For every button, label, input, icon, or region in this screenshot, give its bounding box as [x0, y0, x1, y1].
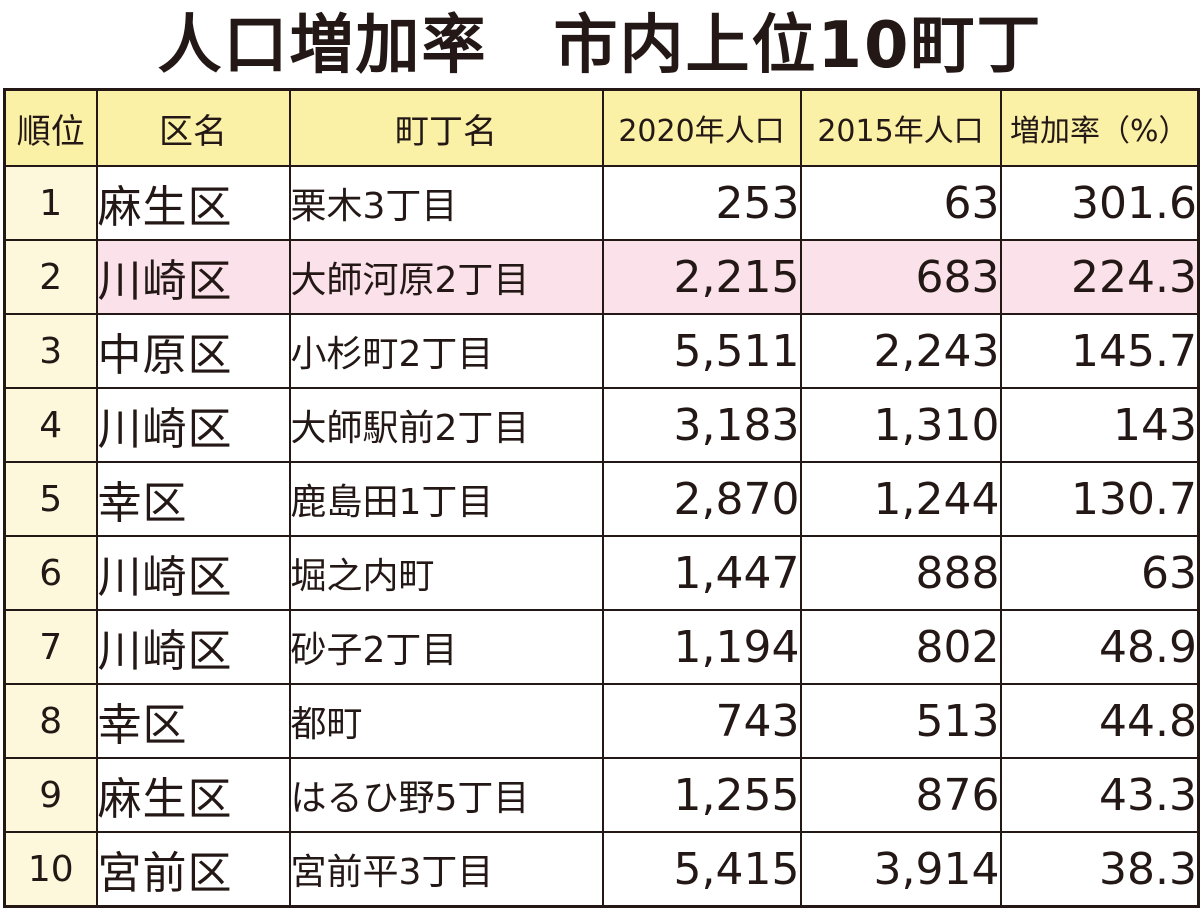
- pop-2015-cell: 1,310: [799, 387, 1002, 463]
- pop-2020-cell: 1,447: [601, 535, 802, 611]
- rank-cell: 6: [3, 535, 98, 611]
- rank-cell: 7: [3, 609, 98, 685]
- header-pop-2015: 2015年人口: [799, 88, 1002, 167]
- ward-cell: 幸区: [95, 461, 291, 537]
- pop-2020-cell: 743: [601, 683, 802, 759]
- pop-2020-cell: 2,215: [601, 239, 802, 315]
- table-row: 9 麻生区 はるひ野5丁目 1,255 876 43.3: [3, 757, 1200, 833]
- ward-cell: 川崎区: [95, 387, 291, 463]
- table-row: 3 中原区 小杉町2丁目 5,511 2,243 145.7: [3, 313, 1200, 389]
- pop-2015-cell: 3,914: [799, 831, 1002, 908]
- ranking-table: 順位 区名 町丁名 2020年人口 2015年人口 増加率（%） 1 麻生区 栗木3…: [3, 88, 1200, 908]
- pop-2020-cell: 253: [601, 165, 802, 241]
- rank-cell: 5: [3, 461, 98, 537]
- rank-cell: 8: [3, 683, 98, 759]
- pop-2015-cell: 513: [799, 683, 1002, 759]
- town-cell: 鹿島田1丁目: [288, 461, 604, 537]
- town-cell: 栗木3丁目: [288, 165, 604, 241]
- pop-2020-cell: 3,183: [601, 387, 802, 463]
- growth-rate-cell: 63: [999, 535, 1200, 611]
- header-ward: 区名: [95, 88, 291, 167]
- rank-cell: 9: [3, 757, 98, 833]
- table-body: 1 麻生区 栗木3丁目 253 63 301.6 2 川崎区 大師河原2丁目 2,215 683 22…: [3, 165, 1200, 908]
- town-cell: 砂子2丁目: [288, 609, 604, 685]
- growth-rate-cell: 224.3: [999, 239, 1200, 315]
- ward-cell: 麻生区: [95, 757, 291, 833]
- table-row: 7 川崎区 砂子2丁目 1,194 802 48.9: [3, 609, 1200, 685]
- rank-cell: 1: [3, 165, 98, 241]
- growth-rate-cell: 48.9: [999, 609, 1200, 685]
- table-row: 8 幸区 都町 743 513 44.8: [3, 683, 1200, 759]
- ward-cell: 宮前区: [95, 831, 291, 908]
- page-title: 人口増加率 市内上位10町丁: [157, 9, 1043, 83]
- pop-2015-cell: 802: [799, 609, 1002, 685]
- pop-2015-cell: 876: [799, 757, 1002, 833]
- table-row: 4 川崎区 大師駅前2丁目 3,183 1,310 143: [3, 387, 1200, 463]
- town-cell: 宮前平3丁目: [288, 831, 604, 908]
- town-cell: 堀之内町: [288, 535, 604, 611]
- table-row: 1 麻生区 栗木3丁目 253 63 301.6: [3, 165, 1200, 241]
- growth-rate-cell: 130.7: [999, 461, 1200, 537]
- growth-rate-cell: 43.3: [999, 757, 1200, 833]
- ward-cell: 麻生区: [95, 165, 291, 241]
- rank-cell: 10: [3, 831, 98, 908]
- table-row: 10 宮前区 宮前平3丁目 5,415 3,914 38.3: [3, 831, 1200, 908]
- ward-cell: 川崎区: [95, 239, 291, 315]
- table-header-row: 順位 区名 町丁名 2020年人口 2015年人口 増加率（%）: [3, 88, 1200, 167]
- ward-cell: 幸区: [95, 683, 291, 759]
- ward-cell: 川崎区: [95, 609, 291, 685]
- town-cell: はるひ野5丁目: [288, 757, 604, 833]
- table-row: 2 川崎区 大師河原2丁目 2,215 683 224.3: [3, 239, 1200, 315]
- town-cell: 小杉町2丁目: [288, 313, 604, 389]
- town-cell: 大師河原2丁目: [288, 239, 604, 315]
- pop-2020-cell: 2,870: [601, 461, 802, 537]
- rank-cell: 3: [3, 313, 98, 389]
- ward-cell: 中原区: [95, 313, 291, 389]
- growth-rate-cell: 44.8: [999, 683, 1200, 759]
- growth-rate-cell: 143: [999, 387, 1200, 463]
- growth-rate-cell: 38.3: [999, 831, 1200, 908]
- growth-rate-cell: 145.7: [999, 313, 1200, 389]
- town-cell: 大師駅前2丁目: [288, 387, 604, 463]
- rank-cell: 4: [3, 387, 98, 463]
- table-row: 5 幸区 鹿島田1丁目 2,870 1,244 130.7: [3, 461, 1200, 537]
- ward-cell: 川崎区: [95, 535, 291, 611]
- header-growth-rate: 増加率（%）: [999, 88, 1200, 167]
- pop-2020-cell: 1,194: [601, 609, 802, 685]
- table-row: 6 川崎区 堀之内町 1,447 888 63: [3, 535, 1200, 611]
- growth-rate-cell: 301.6: [999, 165, 1200, 241]
- pop-2020-cell: 5,511: [601, 313, 802, 389]
- pop-2015-cell: 683: [799, 239, 1002, 315]
- header-pop-2020: 2020年人口: [601, 88, 802, 167]
- pop-2020-cell: 5,415: [601, 831, 802, 908]
- pop-2015-cell: 63: [799, 165, 1002, 241]
- rank-cell: 2: [3, 239, 98, 315]
- town-cell: 都町: [288, 683, 604, 759]
- pop-2015-cell: 1,244: [799, 461, 1002, 537]
- pop-2015-cell: 888: [799, 535, 1002, 611]
- header-town: 町丁名: [288, 88, 604, 167]
- header-rank: 順位: [3, 88, 98, 167]
- pop-2015-cell: 2,243: [799, 313, 1002, 389]
- pop-2020-cell: 1,255: [601, 757, 802, 833]
